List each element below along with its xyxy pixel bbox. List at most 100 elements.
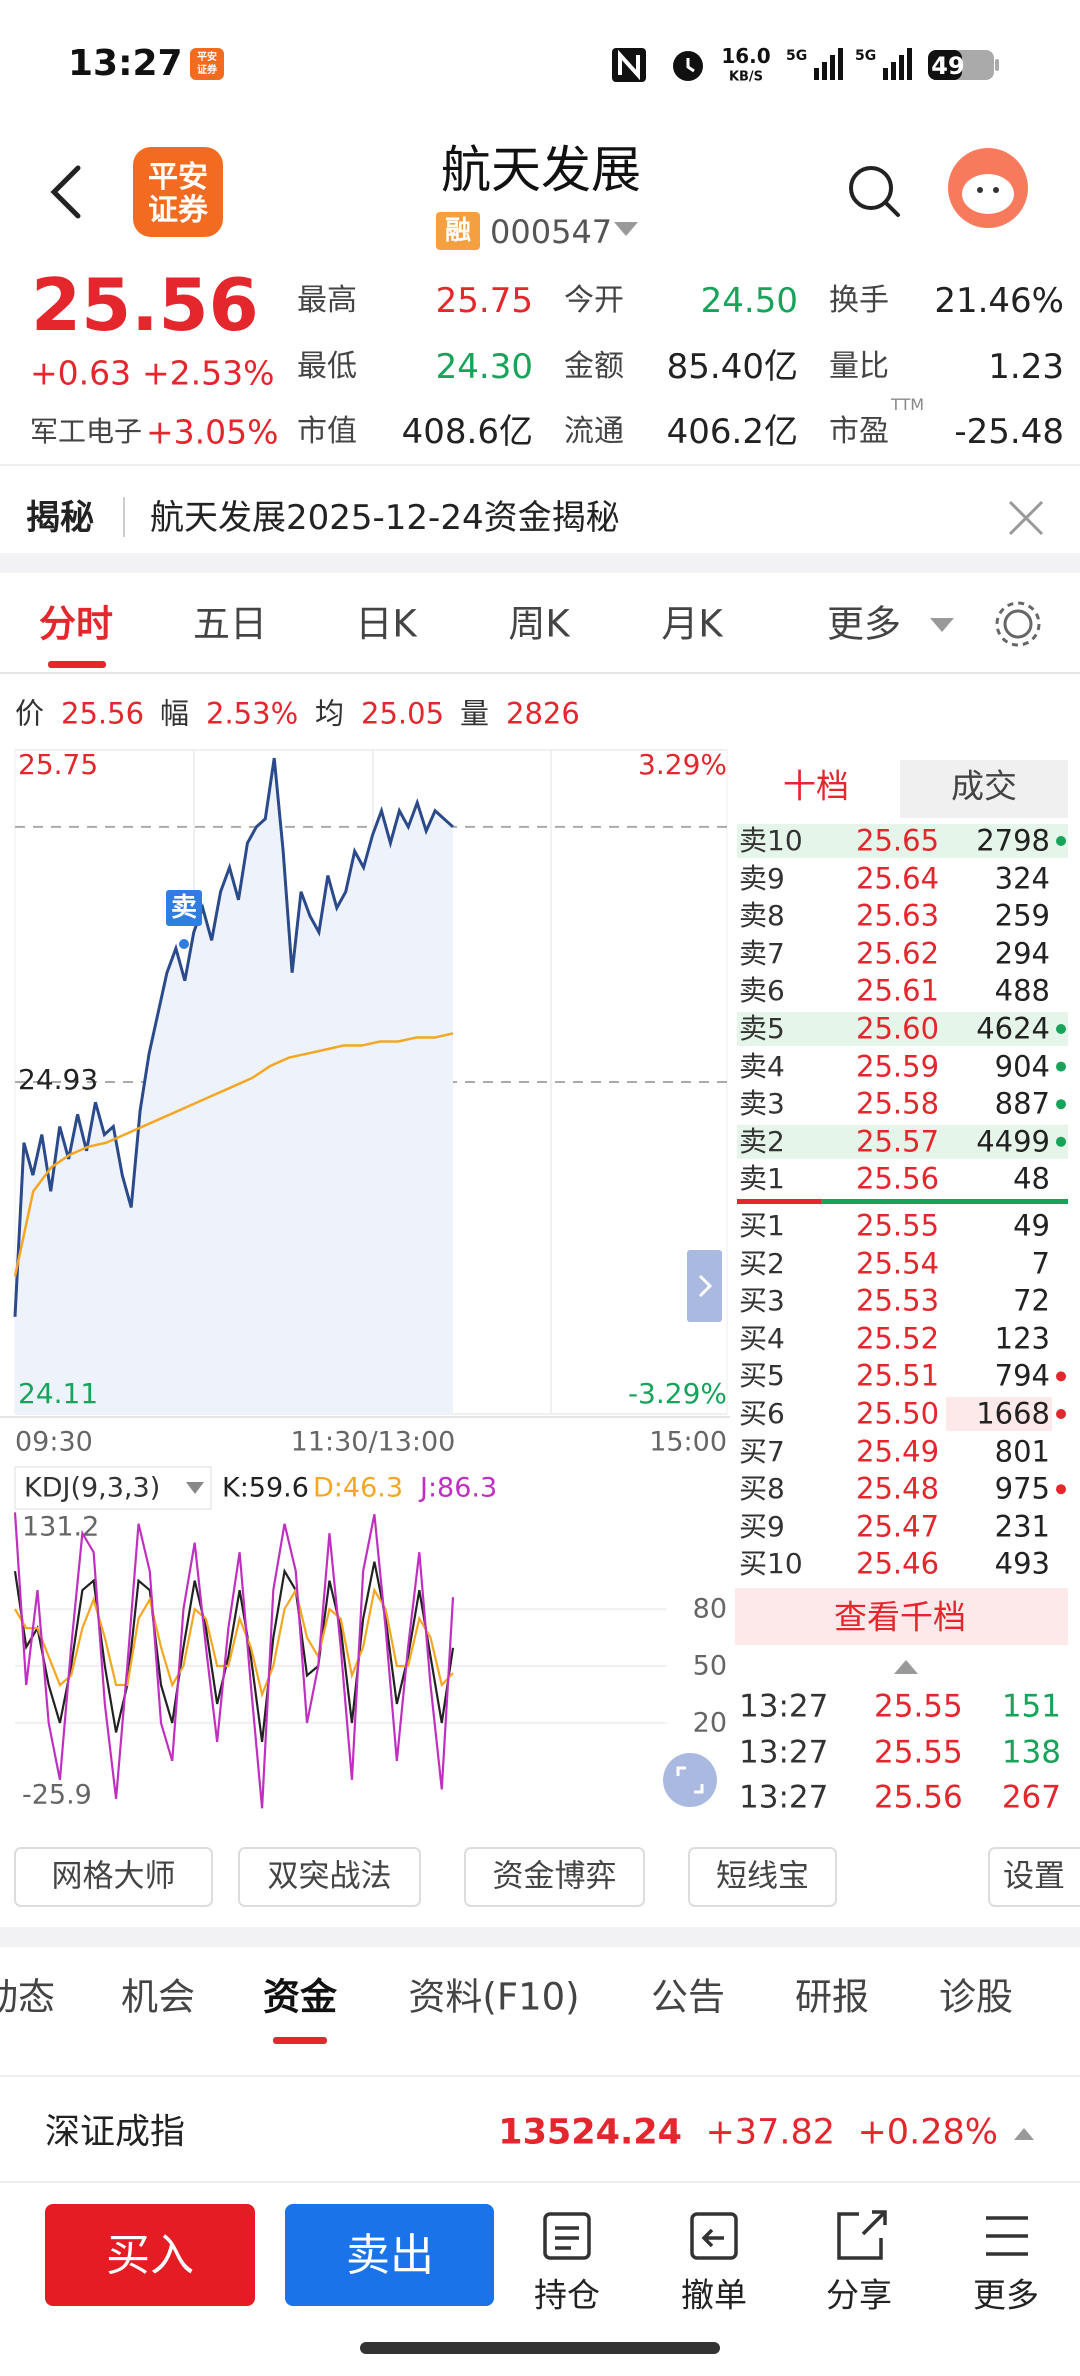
side-toggle[interactable] [687,1250,722,1322]
more-caret[interactable] [930,618,954,632]
chart-tab[interactable]: 周K [508,602,570,646]
settings-cog [995,601,1041,647]
book-level: 卖4 [739,1049,785,1083]
stat-label: 今开 [564,283,624,318]
trade-price: 25.55 [874,1734,963,1770]
avatar-eye [993,187,999,193]
book-level: 卖2 [739,1124,785,1158]
view-more-bg[interactable] [735,1588,1068,1645]
app-icon-text: 平安 [197,52,217,63]
info-label: 均 [315,696,345,731]
buy-button[interactable] [45,2204,255,2306]
book-price: 25.60 [856,1011,940,1046]
net-speed: 16.0 [721,44,771,68]
book-volume: 975 [994,1471,1050,1506]
avg-line [13,1032,454,1277]
last-price: 25.56 [31,263,259,347]
battery-tip [995,59,999,71]
chart-tab[interactable]: 五日 [193,602,267,646]
book-level: 买6 [739,1397,785,1430]
settings-icon[interactable] [1003,609,1033,639]
sell-button[interactable] [285,2204,494,2306]
net-unit: KB/S [728,69,764,85]
book-price: 25.47 [856,1509,940,1544]
code-caret[interactable] [614,222,638,236]
chart-tab[interactable]: 分时 [39,602,113,646]
home-indicator[interactable] [360,2342,720,2354]
battery-level [928,50,962,80]
signal-1 [814,48,843,80]
tool-button [238,1847,421,1907]
kdj-legend: J:86.3 [420,1472,498,1504]
kdj-label[interactable]: KDJ(9,3,3) [24,1472,161,1504]
book-volume: 4624 [976,1011,1050,1046]
chart-tab[interactable]: 月K [661,602,723,646]
book-price: 25.64 [856,861,940,896]
notice-text[interactable]: 航天发展2025-12-24资金揭秘 [150,498,620,538]
sub-tab[interactable]: 机会 [121,1975,195,2019]
stat-label: 流通 [564,414,624,449]
tool-label[interactable]: 双突战法 [267,1858,392,1895]
collapse-icon[interactable] [894,1660,918,1674]
back-icon[interactable] [50,165,81,219]
stat-value: 1.23 [988,347,1064,387]
index-value: 13524.24 [498,2112,682,2153]
chart-tab[interactable]: 更多 [827,602,901,646]
action-label[interactable]: 更多 [973,2275,1039,2315]
book-price: 25.48 [856,1471,940,1506]
logo-text: 平安 [148,160,208,195]
book-level: 卖3 [739,1087,785,1121]
tool-button [988,1847,1080,1907]
stat-label: 最高 [297,283,357,318]
sub-tab[interactable]: 研报 [795,1975,869,2019]
sector-name: 军工电子 [30,415,143,448]
tool-label[interactable]: 资金博弈 [492,1858,617,1895]
search-icon[interactable] [849,166,893,210]
gap [0,553,1080,573]
action-label[interactable]: 分享 [826,2275,892,2315]
expand-button[interactable] [663,1753,717,1807]
index-caret[interactable] [1014,2128,1034,2140]
trade-price: 25.56 [874,1779,963,1816]
action-label[interactable]: 持仓 [534,2275,600,2315]
action-label[interactable]: 撤单 [681,2275,747,2315]
tool-label[interactable]: 网格大师 [51,1858,176,1895]
sub-tab[interactable]: 动态 [0,1975,55,2019]
book-tab[interactable]: 十档 [783,766,849,806]
book-volume: 488 [994,973,1050,1008]
battery-level: 49 [931,52,965,80]
trade-price: 25.55 [874,1688,963,1725]
chart-tab[interactable]: 日K [355,602,417,646]
settings-button[interactable]: 设置 [1003,1858,1065,1895]
kdj-line [14,1587,454,1699]
sub-tab[interactable]: 资金 [263,1975,337,2019]
kdj-line [13,1561,455,1743]
close-icon[interactable] [1008,500,1044,536]
info-value: 25.05 [361,696,445,731]
sub-tab[interactable]: 公告 [651,1975,725,2019]
avatar-eye [977,187,983,193]
tool-button [688,1847,837,1907]
alarm-hands [686,58,695,73]
tool-label[interactable]: 短线宝 [716,1858,809,1895]
sub-tab[interactable]: 诊股 [939,1975,1013,2019]
kdj-legend: D:46.3 [313,1472,404,1504]
trade-time: 13:27 [739,1734,829,1770]
trade-time: 13:27 [739,1779,829,1816]
kdj-selector[interactable] [14,1466,212,1510]
view-more[interactable]: 查看千档 [834,1597,966,1637]
buy-label[interactable]: 买入 [106,2230,194,2281]
book-price: 25.51 [856,1358,940,1393]
book-dot [1056,1024,1066,1034]
book-price: 25.61 [856,973,940,1008]
book-divider-red [737,1199,821,1204]
book-level: 卖7 [739,936,785,970]
sell-label[interactable]: 卖出 [346,2230,434,2281]
y-tick-label: 24.93 [18,1063,99,1096]
sub-tab[interactable]: 资料(F10) [408,1975,580,2019]
signal-2 [883,48,912,80]
book-level: 卖5 [739,1012,785,1045]
book-tab[interactable]: 成交 [951,766,1017,806]
logo [133,147,223,237]
book-dot [1056,1136,1066,1147]
